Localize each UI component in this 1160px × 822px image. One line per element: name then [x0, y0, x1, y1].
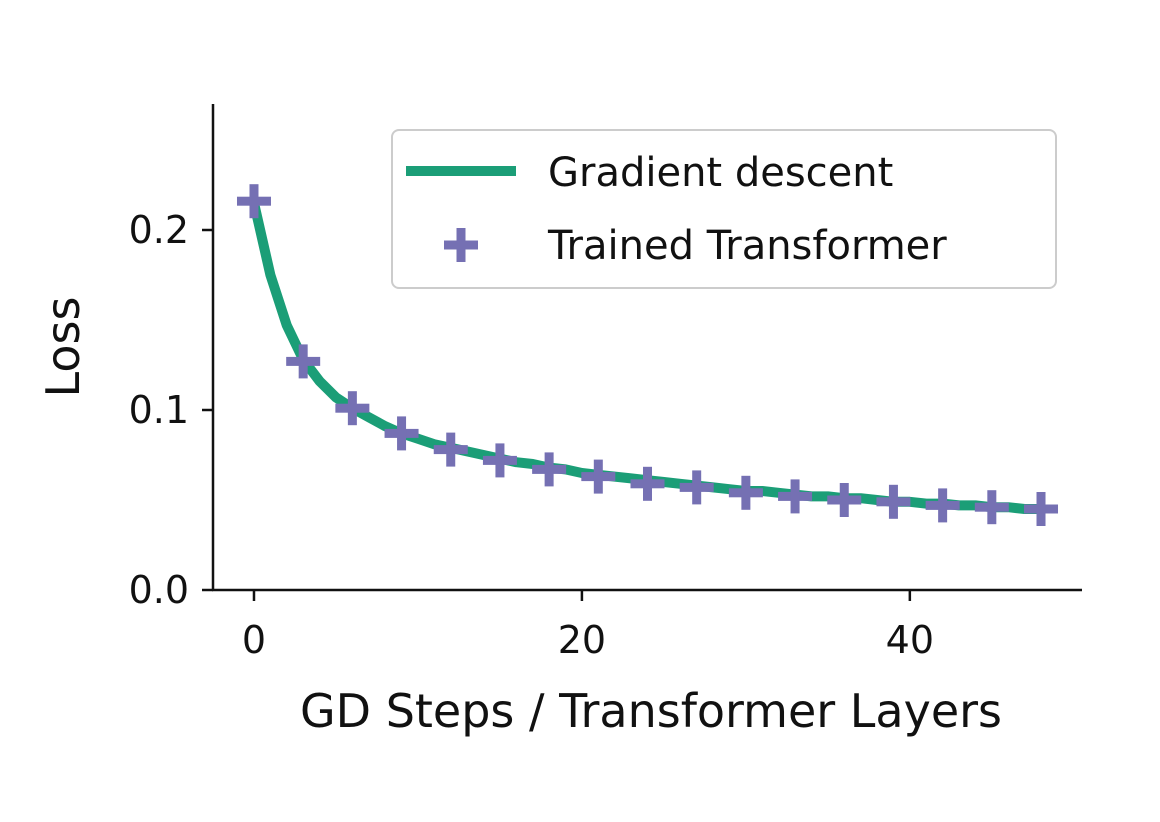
plus-marker-v: [1036, 492, 1046, 526]
transformer-point: [532, 452, 567, 487]
plus-marker-v: [298, 344, 308, 379]
transformer-point: [286, 344, 321, 379]
plus-marker-v: [593, 459, 603, 494]
plus-marker-v: [495, 443, 505, 478]
transformer-point: [482, 443, 517, 478]
legend: Gradient descent Trained Transformer: [391, 129, 1057, 289]
transformer-point: [778, 479, 813, 514]
plus-marker-v: [741, 475, 751, 510]
transformer-point: [433, 432, 468, 467]
plus-marker-v: [347, 391, 357, 426]
legend-gd-label: Gradient descent: [548, 150, 893, 196]
axis-ticks: 0 20 40 0.0 0.1 0.2: [129, 208, 934, 662]
transformer-point: [974, 490, 1009, 525]
plus-marker-v: [643, 466, 652, 501]
legend-plus-marker: [444, 228, 478, 262]
plus-marker-v: [839, 483, 849, 517]
transformer-point: [335, 391, 370, 426]
plus-marker-v: [692, 470, 702, 505]
plot-area: [236, 184, 1059, 526]
plus-marker-v: [456, 228, 466, 262]
transformer-point: [728, 475, 763, 510]
y-axis-title: Loss: [36, 297, 90, 398]
plus-marker-v: [888, 484, 898, 519]
plus-marker-v: [544, 452, 554, 487]
legend-tf-marker: [444, 228, 478, 262]
transformer-point: [236, 184, 271, 219]
plus-marker-v: [249, 184, 259, 219]
plus-marker-v: [397, 416, 407, 451]
plus-marker-v: [987, 490, 997, 525]
x-tick-label: 40: [886, 618, 934, 662]
transformer-point: [679, 470, 714, 505]
legend-tf-label: Trained Transformer: [547, 223, 947, 269]
transformer-point: [384, 416, 419, 451]
transformer-point: [581, 459, 616, 494]
plus-marker-v: [446, 432, 456, 467]
y-tick-label: 0.2: [129, 208, 189, 252]
plus-marker-v: [790, 479, 800, 514]
transformer-point: [630, 466, 665, 501]
plus-marker-v: [938, 488, 948, 523]
transformer-point: [925, 488, 960, 523]
x-tick-label: 20: [558, 618, 606, 662]
x-axis-title: GD Steps / Transformer Layers: [300, 684, 1002, 738]
transformer-point: [876, 484, 911, 519]
transformer-point: [827, 483, 862, 517]
x-tick-label: 0: [242, 618, 266, 662]
legend-box: [391, 129, 1057, 289]
y-tick-label: 0.1: [129, 388, 189, 432]
transformer-point: [1024, 492, 1059, 526]
y-tick-label: 0.0: [129, 568, 189, 612]
